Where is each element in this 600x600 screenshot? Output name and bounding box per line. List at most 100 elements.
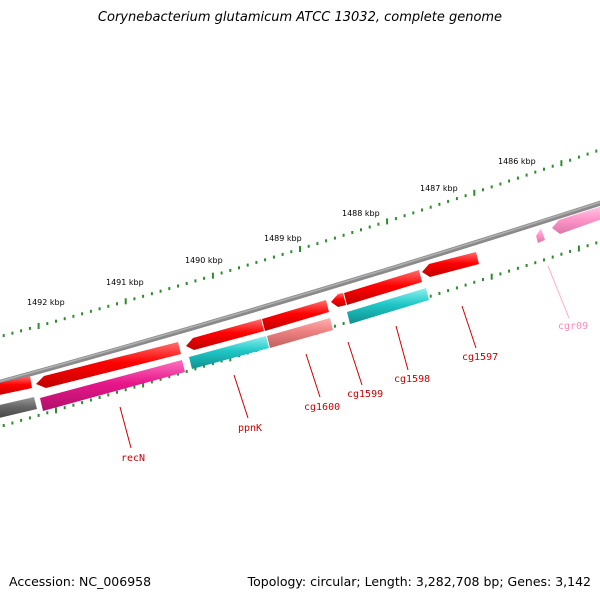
minor-scale-tick xyxy=(98,307,101,311)
minor-scale-tick xyxy=(360,228,362,232)
gene-label-cg1597[interactable]: cg1597 xyxy=(462,352,498,363)
minor-scale-tick xyxy=(264,258,267,262)
gene-feature[interactable] xyxy=(331,293,346,307)
genome-summary-text: Topology: circular; Length: 3,282,708 bp… xyxy=(247,574,591,589)
minor-scale-tick xyxy=(482,188,484,192)
minor-scale-tick xyxy=(499,182,502,186)
minor-scale-tick xyxy=(412,211,415,215)
minor-scale-tick xyxy=(342,233,345,237)
minor-scale-tick xyxy=(63,317,66,321)
scale-labels: 1492 kbp 1491 kbp 1490 kbp 1489 kbp 1488… xyxy=(27,157,536,307)
minor-scale-tick xyxy=(333,324,336,328)
gene-feature[interactable] xyxy=(36,342,181,388)
minor-scale-tick xyxy=(516,176,519,180)
minor-scale-tick xyxy=(55,319,57,323)
gene-feature[interactable] xyxy=(344,270,422,305)
gene-label-cg1599[interactable]: cg1599 xyxy=(347,389,383,400)
gene-feature[interactable] xyxy=(262,300,329,331)
gene-feature-cg1600[interactable] xyxy=(267,318,333,348)
minor-scale-tick xyxy=(307,244,310,248)
gene-feature[interactable] xyxy=(186,319,264,350)
minor-scale-tick xyxy=(116,390,118,394)
minor-scale-tick xyxy=(438,291,441,295)
minor-scale-tick xyxy=(525,173,528,177)
minor-scale-tick xyxy=(116,302,118,306)
minor-scale-tick xyxy=(107,393,110,397)
gene-feature[interactable] xyxy=(0,397,37,419)
minor-scale-tick xyxy=(2,334,5,338)
leader-line-recN xyxy=(119,406,132,449)
major-scale-tick xyxy=(473,189,476,196)
minor-scale-tick xyxy=(124,388,127,392)
scale-label-1486: 1486 kbp xyxy=(498,157,536,166)
minor-scale-tick xyxy=(560,252,563,256)
minor-scale-tick xyxy=(490,185,493,189)
gene-feature-ppnK[interactable] xyxy=(189,336,269,369)
minor-scale-tick xyxy=(159,289,162,293)
minor-scale-tick xyxy=(455,197,458,201)
major-scale-tick xyxy=(299,246,301,252)
minor-scale-tick xyxy=(325,239,328,243)
gene-feature-cg1598[interactable] xyxy=(347,288,429,324)
gene-label-leaders xyxy=(119,265,570,449)
minor-scale-tick xyxy=(429,205,432,209)
minor-scale-tick xyxy=(569,249,572,253)
minor-scale-tick xyxy=(586,152,589,156)
minor-scale-tick xyxy=(63,406,66,410)
leader-line-cg1598 xyxy=(395,325,409,371)
minor-scale-tick xyxy=(2,424,5,427)
minor-scale-tick xyxy=(543,258,545,262)
gene-feature[interactable] xyxy=(422,252,479,277)
minor-scale-tick xyxy=(168,375,171,379)
scale-label-1487: 1487 kbp xyxy=(420,184,458,193)
minor-scale-tick xyxy=(11,421,14,425)
gene-feature-cgr09[interactable] xyxy=(536,228,545,243)
minor-scale-tick xyxy=(569,158,572,162)
minor-scale-tick xyxy=(229,268,232,272)
forward-strand-genes xyxy=(0,205,600,396)
minor-scale-tick xyxy=(543,167,545,171)
minor-scale-tick xyxy=(11,331,14,335)
minor-scale-tick xyxy=(72,314,75,318)
minor-scale-tick xyxy=(20,329,23,333)
major-scale-tick xyxy=(55,407,57,414)
minor-scale-tick xyxy=(46,322,49,326)
major-scale-tick xyxy=(124,298,127,305)
minor-scale-tick xyxy=(28,326,31,330)
minor-scale-tick xyxy=(81,401,84,405)
minor-scale-tick xyxy=(281,252,284,256)
minor-scale-tick xyxy=(421,208,423,212)
minor-scale-tick xyxy=(37,413,40,417)
scale-label-1489: 1489 kbp xyxy=(264,234,302,243)
gene-label-cg1600[interactable]: cg1600 xyxy=(304,402,340,413)
gene-label-ppnK[interactable]: ppnK xyxy=(238,423,262,434)
minor-scale-tick xyxy=(534,261,537,265)
minor-scale-tick xyxy=(238,266,240,270)
gene-feature[interactable] xyxy=(0,376,32,396)
scale-label-1488: 1488 kbp xyxy=(342,209,380,218)
major-scale-tick xyxy=(560,160,563,167)
leader-line-cgr09 xyxy=(547,265,570,319)
minor-scale-tick xyxy=(89,398,92,402)
minor-scale-tick xyxy=(508,269,511,273)
minor-scale-tick xyxy=(46,411,49,415)
gene-labels: cgr09 cg1597 cg1598 cg1599 cg1600 ppnK r… xyxy=(121,321,588,464)
minor-scale-tick xyxy=(177,372,179,376)
major-scale-tick xyxy=(37,323,40,329)
scale-label-1491: 1491 kbp xyxy=(106,278,144,287)
gene-feature[interactable] xyxy=(552,205,600,234)
minor-scale-tick xyxy=(577,155,580,159)
gene-label-recN[interactable]: recN xyxy=(121,453,145,464)
gene-feature-recN[interactable] xyxy=(40,360,185,411)
minor-scale-tick xyxy=(211,362,214,366)
gene-label-cgr09[interactable]: cgr09 xyxy=(558,321,588,332)
gene-label-cg1598[interactable]: cg1598 xyxy=(394,374,430,385)
minor-scale-tick xyxy=(98,396,101,399)
leader-line-ppnK xyxy=(233,374,249,419)
minor-scale-tick xyxy=(185,282,188,285)
minor-scale-tick xyxy=(455,286,458,290)
minor-scale-tick xyxy=(447,289,450,293)
minor-scale-tick xyxy=(464,194,467,198)
